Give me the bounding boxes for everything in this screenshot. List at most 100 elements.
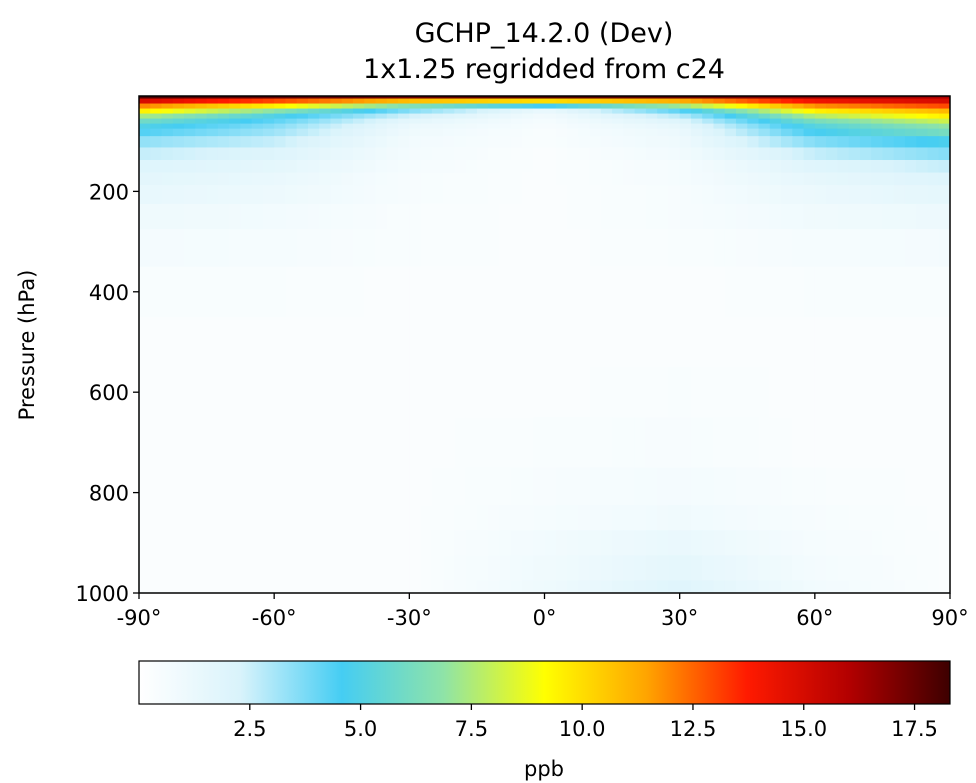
heatmap-cell [690, 113, 703, 120]
heatmap-cell [747, 108, 760, 115]
heatmap-cell [296, 555, 309, 582]
heatmap-cell [206, 172, 219, 186]
heatmap-cell [386, 96, 399, 100]
heatmap-cell [781, 118, 793, 125]
heatmap-cell [826, 96, 838, 100]
heatmap-cell [172, 467, 185, 506]
heatmap-cell [612, 203, 624, 230]
heatmap-cell [612, 160, 624, 174]
heatmap-cell [217, 417, 230, 469]
heatmap-cell [871, 96, 884, 100]
heatmap-cell [600, 580, 613, 593]
heatmap-cell [499, 580, 512, 593]
heatmap-cell [679, 367, 692, 418]
heatmap-cell [668, 580, 681, 593]
heatmap-cell [634, 160, 647, 174]
heatmap-cell [612, 417, 624, 469]
heatmap-cell [668, 203, 681, 230]
heatmap-cell [938, 505, 950, 531]
heatmap-cell [172, 98, 185, 105]
heatmap-cell [769, 113, 782, 120]
heatmap-cell [544, 185, 557, 205]
heatmap-cell [645, 505, 658, 531]
heatmap-cell [612, 113, 624, 120]
heatmap-cell [589, 266, 602, 318]
heatmap-cell [769, 118, 782, 125]
heatmap-cell [735, 118, 748, 125]
heatmap-cell [353, 530, 365, 556]
heatmap-cell [274, 185, 287, 205]
heatmap-cell [747, 185, 760, 205]
heatmap-cell [769, 123, 782, 130]
heatmap-cell [307, 530, 320, 556]
heatmap-cell [871, 136, 884, 149]
heatmap-cell [544, 96, 557, 100]
heatmap-cell [251, 147, 264, 161]
heatmap-cell [634, 266, 647, 318]
heatmap-cell [927, 128, 940, 137]
heatmap-cell [848, 96, 861, 100]
heatmap-cell [533, 113, 546, 120]
heatmap-cell [769, 316, 782, 368]
heatmap-cell [657, 367, 670, 418]
heatmap-cell [521, 367, 534, 418]
heatmap-cell [916, 160, 929, 174]
heatmap-cell [307, 316, 320, 368]
heatmap-cell [904, 185, 917, 205]
heatmap-cell [488, 118, 501, 125]
heatmap-cell [364, 108, 377, 115]
heatmap-cell [341, 530, 354, 556]
heatmap-cell [747, 118, 760, 125]
heatmap-cell [724, 136, 737, 149]
heatmap-cell [319, 118, 332, 125]
heatmap-cell [690, 103, 703, 110]
heatmap-cell [859, 185, 872, 205]
heatmap-cell [735, 316, 748, 368]
heatmap-cell [781, 555, 793, 582]
heatmap-cell [758, 185, 771, 205]
heatmap-cell [251, 103, 264, 110]
heatmap-cell [589, 316, 602, 368]
heatmap-cell [781, 266, 793, 318]
heatmap-cell [251, 160, 264, 174]
heatmap-cell [353, 417, 365, 469]
heatmap-cell [567, 136, 579, 149]
heatmap-cell [792, 367, 805, 418]
heatmap-cell [386, 98, 399, 105]
heatmap-cell [274, 367, 287, 418]
heatmap-cell [521, 118, 534, 125]
heatmap-cell [184, 147, 196, 161]
heatmap-cell [567, 316, 579, 368]
heatmap-cell [375, 172, 388, 186]
heatmap-cell [195, 98, 208, 105]
heatmap-cell [431, 113, 444, 120]
heatmap-cell [420, 128, 433, 137]
heatmap-cell [578, 580, 591, 593]
heatmap-cell [668, 98, 681, 105]
heatmap-cell [274, 98, 287, 105]
heatmap-cell [341, 123, 354, 130]
heatmap-cell [916, 128, 929, 137]
heatmap-cell [544, 580, 557, 593]
heatmap-cell [533, 229, 546, 268]
heatmap-cell [645, 118, 658, 125]
heatmap-cell [657, 113, 670, 120]
heatmap-cell [296, 123, 309, 130]
heatmap-cell [600, 160, 613, 174]
heatmap-cell [217, 467, 230, 506]
heatmap-cell [353, 160, 365, 174]
heatmap-cell [657, 580, 670, 593]
heatmap-cell [443, 185, 455, 205]
heatmap-cell [769, 96, 782, 100]
heatmap-cell [600, 266, 613, 318]
heatmap-cell [814, 103, 827, 110]
heatmap-cell [803, 266, 816, 318]
heatmap-cell [578, 108, 591, 115]
heatmap-cell [217, 266, 230, 318]
heatmap-cell [904, 123, 917, 130]
heatmap-cell [240, 185, 253, 205]
heatmap-cell [510, 118, 523, 125]
heatmap-cell [871, 316, 884, 368]
heatmap-cell [826, 203, 838, 230]
heatmap-cell [927, 147, 940, 161]
